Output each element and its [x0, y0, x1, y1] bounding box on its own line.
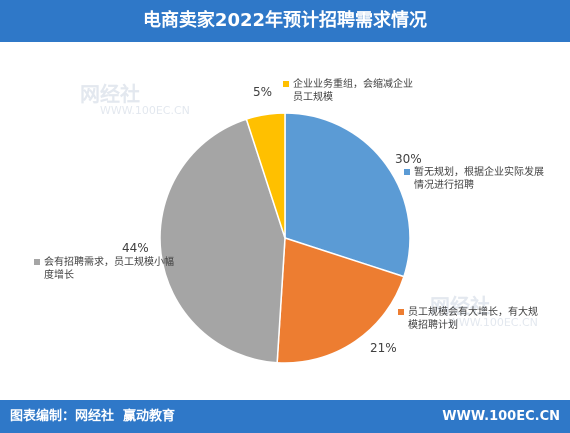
legend-swatch — [404, 169, 410, 175]
legend-swatch — [398, 309, 404, 315]
data-label: 5% — [253, 85, 273, 99]
category-text: 暂无规划，根据企业实际发展情况进行招聘 — [414, 167, 544, 191]
watermark: WWW.100EC.CN — [100, 104, 190, 117]
category-label: 员工规模会有大增长，有大规模招聘计划 — [398, 306, 538, 332]
legend-swatch — [283, 81, 289, 87]
footer-website: WWW.100EC.CN — [442, 409, 560, 424]
pie-slice — [245, 112, 286, 239]
category-text: 企业业务重组，会缩减企业员工规模 — [293, 79, 413, 103]
category-text: 员工规模会有大增长，有大规模招聘计划 — [408, 307, 538, 331]
legend-swatch — [34, 259, 40, 265]
category-text: 会有招聘需求，员工规模小幅度增长 — [44, 257, 174, 281]
pie-slice — [276, 236, 405, 364]
category-label: 会有招聘需求，员工规模小幅度增长 — [34, 256, 174, 282]
data-label: 30% — [395, 152, 422, 166]
data-label: 21% — [370, 341, 397, 355]
chart-title: 电商卖家2022年预计招聘需求情况 — [142, 10, 428, 31]
footer-source: 图表编制：网经社 赢动教育 — [10, 409, 176, 424]
pie-slice — [159, 118, 286, 364]
category-label: 企业业务重组，会缩减企业员工规模 — [283, 78, 421, 104]
title-bar: 电商卖家2022年预计招聘需求情况 — [0, 0, 570, 42]
watermark: 网经社 — [80, 82, 140, 106]
pie-slice — [284, 112, 411, 278]
footer: 图表编制：网经社 赢动教育 WWW.100EC.CN — [0, 400, 570, 433]
watermark: 网经社 — [430, 294, 490, 318]
category-label: 暂无规划，根据企业实际发展情况进行招聘 — [404, 166, 546, 192]
watermark: WWW.100EC.CN — [448, 316, 538, 329]
data-label: 44% — [122, 241, 149, 255]
chart — [159, 112, 411, 364]
